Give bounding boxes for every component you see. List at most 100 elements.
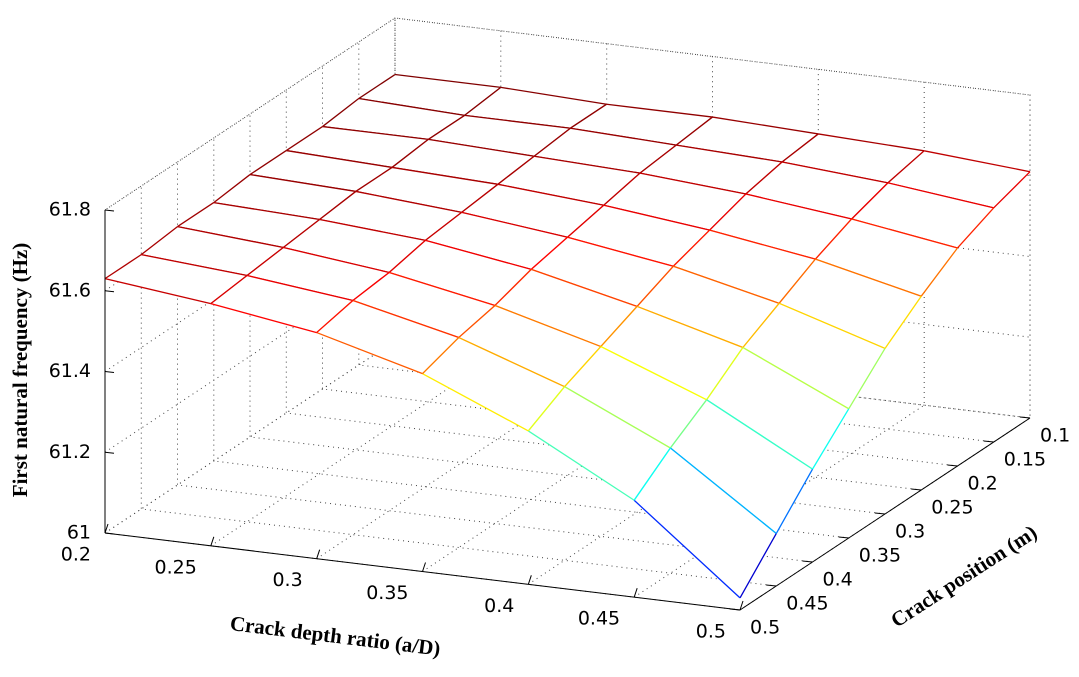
mesh-edge: [285, 126, 323, 152]
mesh-edge: [425, 211, 463, 241]
mesh-edge: [672, 229, 711, 267]
mesh-edge: [600, 345, 707, 401]
surface-face: [706, 347, 849, 470]
mesh-edge: [673, 265, 780, 304]
y-tick: [1019, 416, 1031, 419]
mesh-edge: [355, 190, 462, 213]
mesh-edge: [636, 305, 744, 349]
mesh-edge: [319, 190, 357, 220]
surface-face: [564, 346, 707, 448]
x-tick: [527, 575, 532, 585]
surface-face: [358, 74, 501, 116]
surface-face: [670, 399, 813, 534]
mesh-edge: [603, 172, 641, 206]
surface-face: [531, 237, 674, 307]
mesh-edge: [428, 138, 535, 157]
z-tick: [104, 532, 115, 535]
y-tick-label: 0.5: [750, 617, 780, 639]
x-tick-label: 0.3: [272, 569, 302, 591]
mesh-edge: [352, 299, 459, 339]
mesh-edge: [636, 265, 674, 307]
mesh-edge: [500, 86, 607, 105]
z-tick: [104, 290, 115, 293]
mesh-edge: [533, 127, 571, 157]
surface-face: [458, 305, 601, 387]
surface-face: [742, 303, 885, 409]
z-tick-label: 61.8: [49, 199, 91, 221]
surface-face: [528, 386, 671, 501]
mesh-edge: [213, 201, 320, 221]
surface-face: [392, 139, 535, 185]
surface-face: [247, 247, 390, 301]
mesh-edge: [603, 204, 710, 231]
surface-face: [637, 266, 780, 348]
surface-face: [286, 126, 429, 168]
mesh-edge: [391, 166, 499, 185]
y-tick: [983, 440, 994, 443]
surface-face: [673, 230, 816, 304]
x-tick: [104, 523, 109, 534]
mesh-edge: [781, 161, 889, 184]
mesh-edge: [778, 302, 886, 350]
y-tick-label: 0.4: [823, 569, 853, 591]
mesh-edge: [924, 150, 1031, 173]
mesh-edge: [497, 183, 604, 206]
mesh-edge: [811, 408, 850, 470]
surface-face: [389, 240, 532, 306]
surface-face: [782, 133, 925, 183]
z-tick-label: 61.6: [49, 279, 91, 301]
mesh-edge: [570, 127, 677, 146]
mesh-edge: [316, 300, 354, 334]
mesh-edge: [706, 347, 744, 401]
mesh-edge: [818, 133, 925, 152]
x-tick: [210, 536, 215, 546]
mesh-edge: [742, 302, 780, 348]
mesh-edge: [249, 150, 287, 176]
mesh-edge: [140, 226, 178, 256]
mesh-edge: [639, 172, 746, 195]
mesh-edge: [993, 171, 1031, 209]
mesh-edge: [527, 386, 566, 432]
mesh-edge: [639, 144, 677, 174]
mesh-edge: [177, 225, 284, 249]
y-tick-label: 0.45: [786, 593, 828, 615]
surface-face: [422, 337, 565, 431]
mesh-edge: [534, 155, 641, 174]
mesh-edge: [391, 138, 429, 168]
mesh-edge: [567, 204, 605, 238]
mesh-edge: [427, 114, 465, 140]
z-tick-label: 61.2: [49, 441, 91, 463]
grid-line: [104, 18, 396, 534]
x-tick: [739, 600, 744, 611]
surface-face: [640, 145, 783, 194]
y-tick-label: 0.25: [931, 497, 973, 519]
x-tick-label: 0.2: [61, 544, 91, 566]
z-tick: [104, 371, 115, 373]
y-tick: [874, 512, 886, 515]
mesh-edge: [670, 447, 777, 535]
mesh-edge: [564, 346, 602, 388]
surface-face: [464, 87, 607, 129]
x-tick: [316, 549, 321, 559]
surface-face: [210, 275, 353, 333]
grid-line: [422, 56, 713, 572]
x-tick-label: 0.5: [696, 621, 726, 643]
mesh-edge: [388, 239, 426, 273]
mesh-edge: [633, 499, 741, 599]
x-tick-label: 0.25: [155, 556, 197, 578]
mesh-edge: [422, 373, 529, 432]
x-axis-label: Crack depth ratio (a/D): [229, 611, 442, 661]
mesh-edge: [564, 386, 671, 449]
surface-face: [355, 167, 498, 213]
mesh-edge: [706, 399, 813, 470]
mesh-edge: [527, 430, 635, 501]
z-tick-label: 61.4: [49, 360, 91, 382]
mesh-edge: [570, 103, 608, 129]
y-tick: [729, 608, 741, 611]
mesh-edge: [851, 182, 889, 220]
mesh-edge: [851, 218, 958, 249]
mesh-edge: [352, 271, 390, 302]
surface-face: [461, 184, 604, 238]
surface-face: [322, 98, 465, 140]
